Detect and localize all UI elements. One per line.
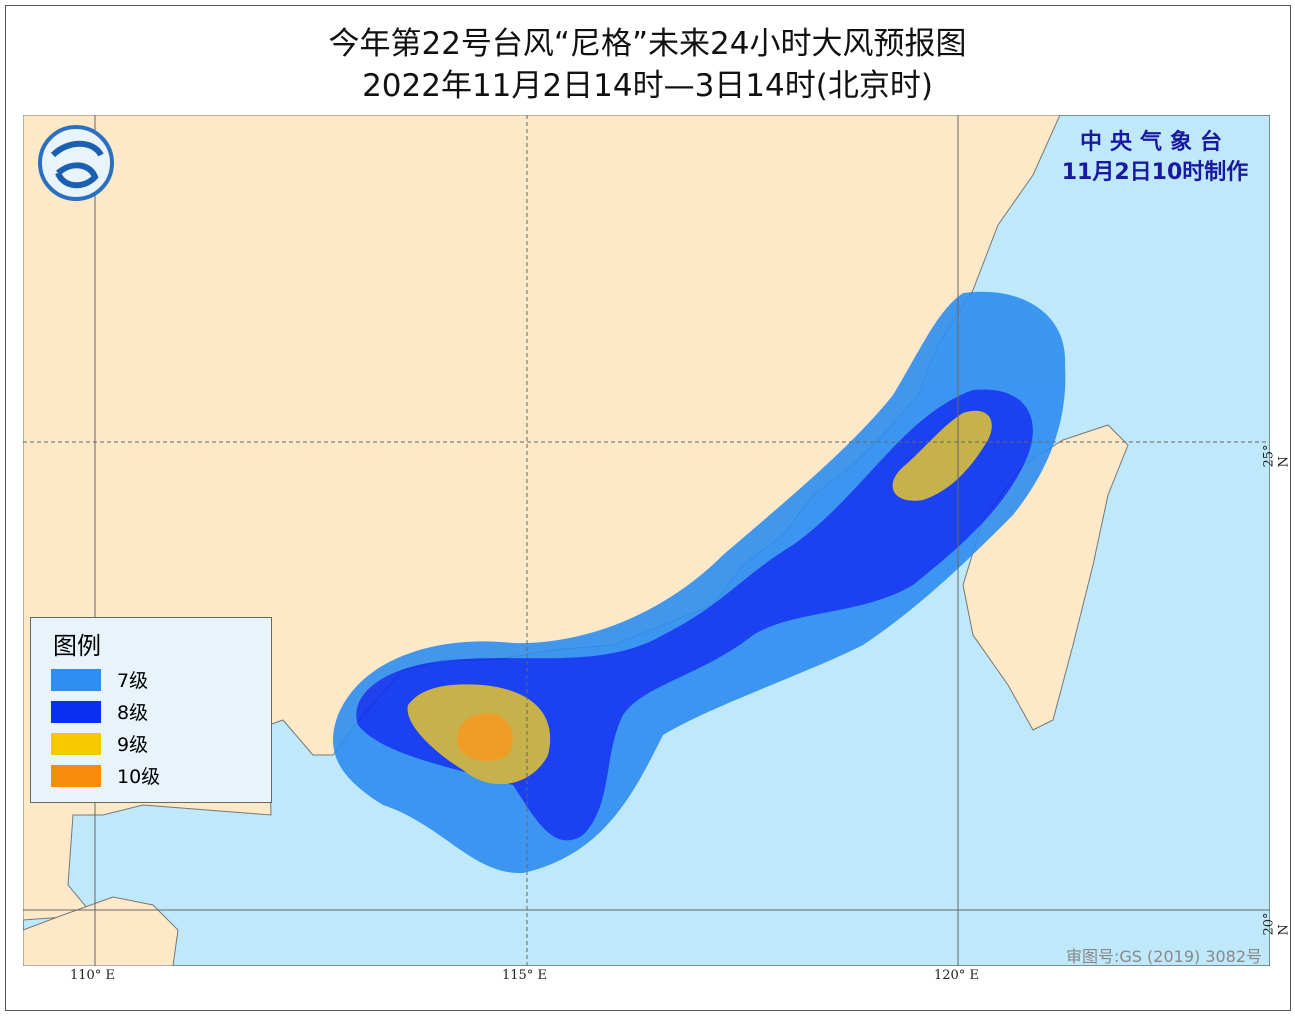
map-subtitle: 2022年11月2日14时—3日14时(北京时) [362,68,933,104]
issue-time: 11月2日10时制作 [1061,160,1249,185]
legend-item-8: 8级 [51,698,148,724]
approval-number: 审图号:GS (2019) 3082号 [1066,947,1263,966]
legend: 图例 7级 8级 9级 10级 [30,617,272,803]
legend-item-9: 9级 [51,730,148,756]
legend-label: 10级 [117,766,161,788]
legend-label: 7级 [117,670,149,692]
wind-zone-9-north [892,410,992,501]
legend-label: 8级 [117,702,149,724]
cma-logo [38,125,114,201]
legend-item-7: 7级 [51,666,148,692]
legend-label: 9级 [117,734,149,756]
lon-tick-115: 115° E [502,968,547,983]
legend-swatch [51,732,101,755]
hainan-island [23,896,179,966]
lon-tick-110: 110° E [70,968,115,983]
legend-item-10: 10级 [51,762,160,788]
agency-name: 中央气象台 [1079,130,1230,155]
legend-swatch [51,700,101,723]
lat-tick-25: 25° N [1261,444,1292,468]
legend-swatch [51,668,101,691]
legend-swatch [51,764,101,787]
wind-forecast-map [23,115,1270,966]
figure-frame [5,5,1291,1011]
lon-tick-120: 120° E [934,968,979,983]
map-title: 今年第22号台风“尼格”未来24小时大风预报图 [328,26,967,62]
legend-title: 图例 [53,632,101,660]
lat-tick-20: 20° N [1261,912,1292,936]
agency-stamp: 中央气象台 11月2日10时制作 [1050,128,1260,188]
wind-zone-10 [457,713,513,762]
